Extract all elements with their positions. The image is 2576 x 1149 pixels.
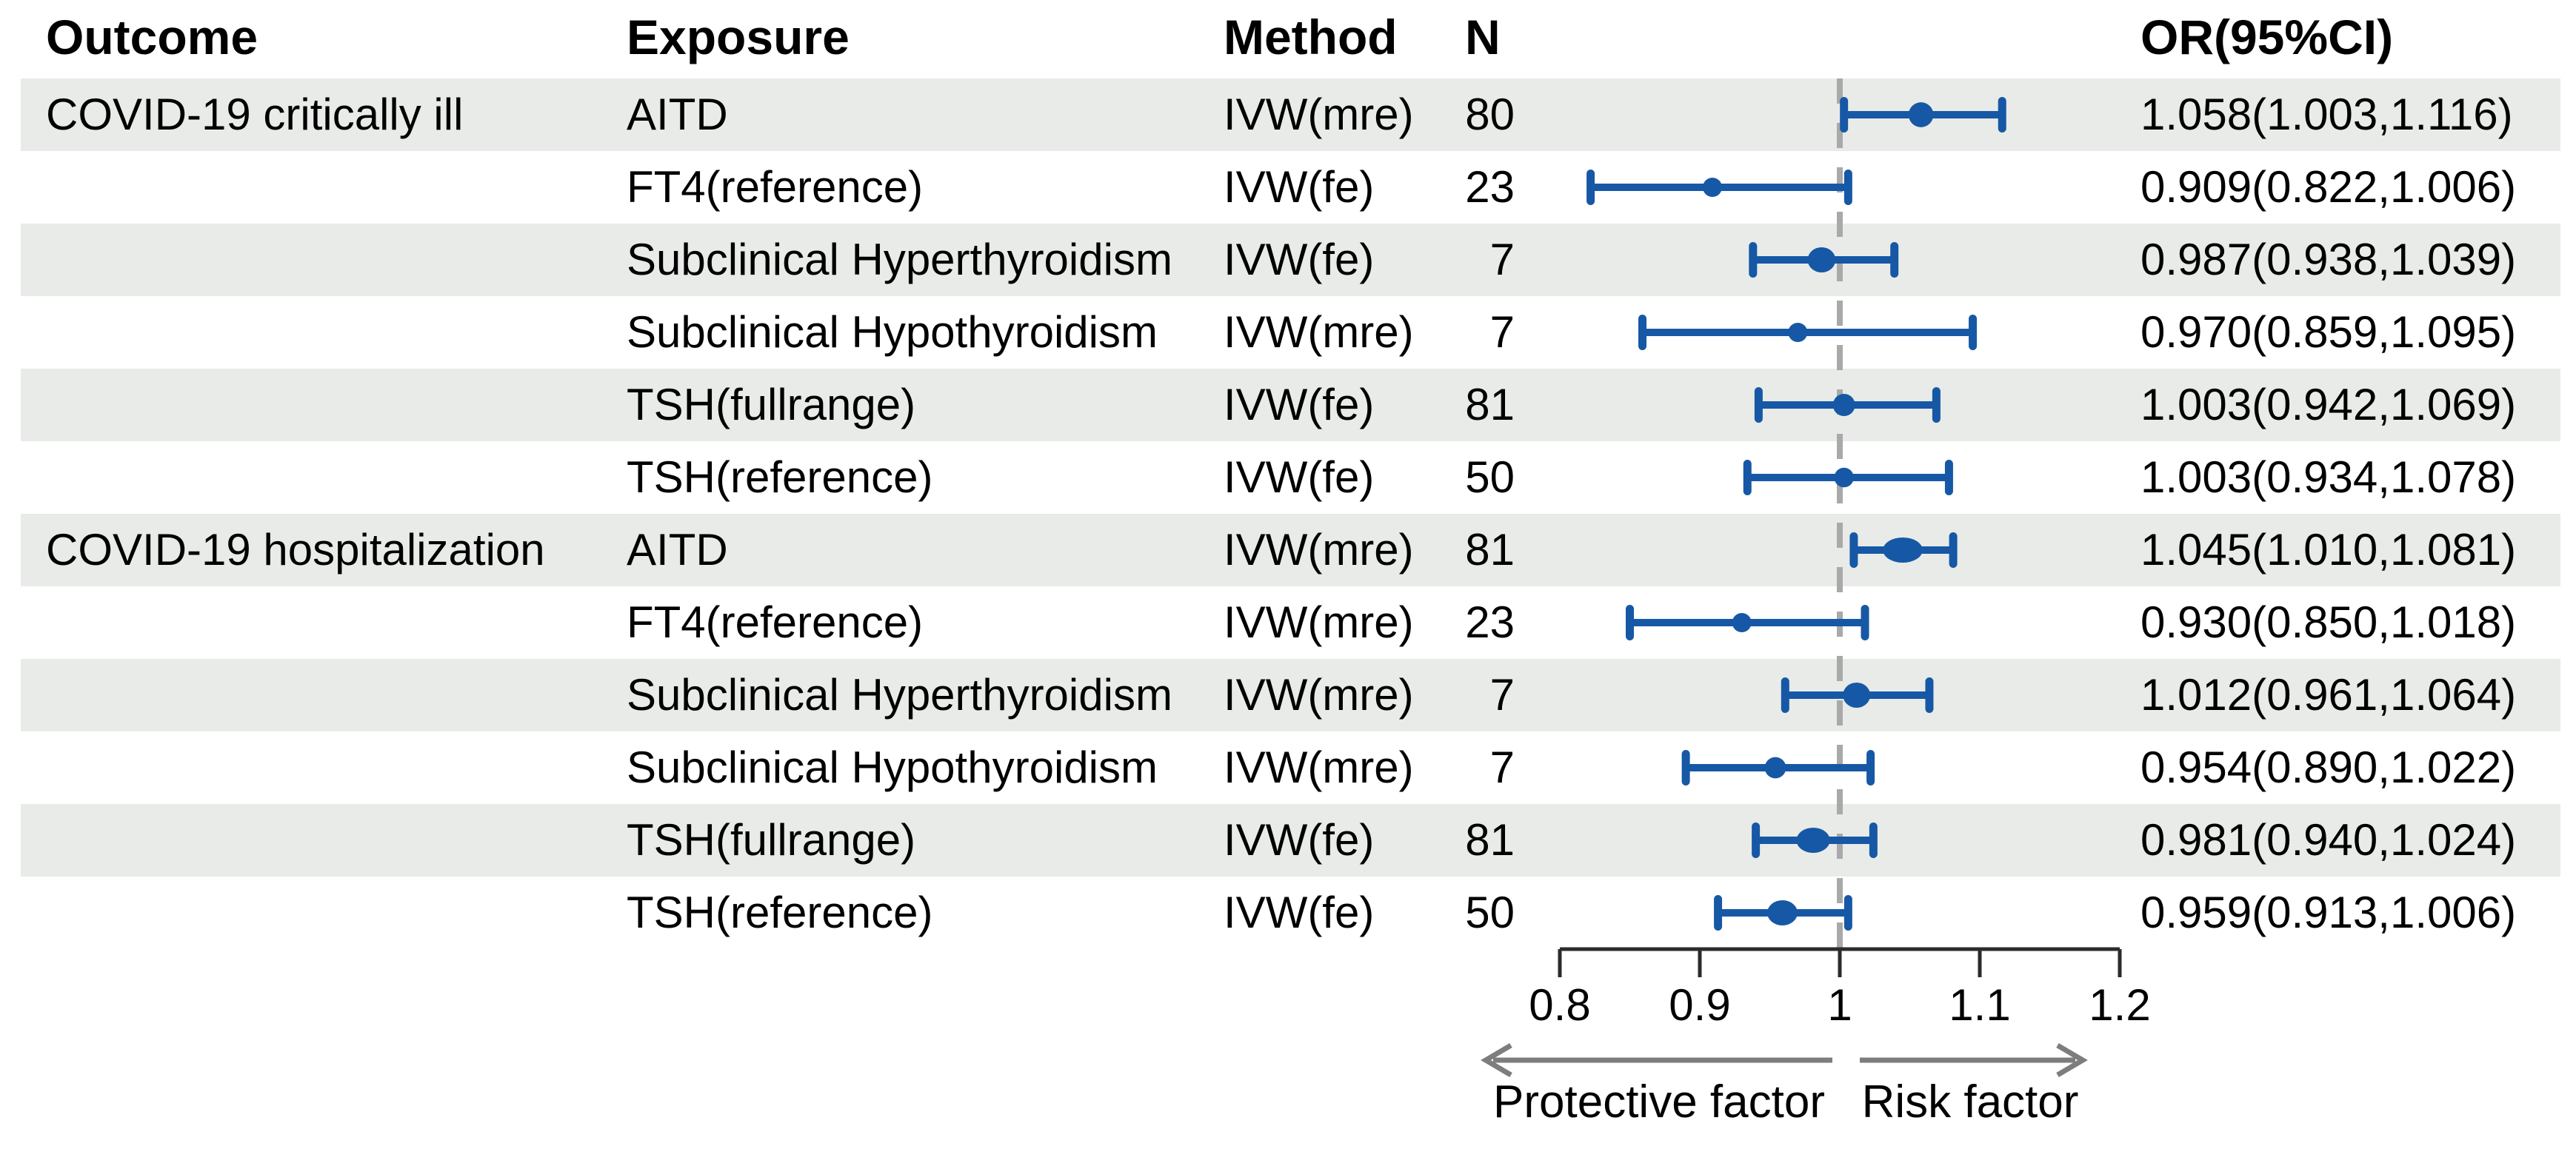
exposure-cell: Subclinical Hypothyroidism <box>627 743 1158 792</box>
or-ci-cell: 0.954(0.890,1.022) <box>2140 743 2517 792</box>
row-band <box>21 369 2560 441</box>
exposure-cell: TSH(reference) <box>627 452 933 502</box>
method-cell: IVW(fe) <box>1224 452 1375 502</box>
axis-tick-label: 1.1 <box>1949 980 2011 1030</box>
point-estimate-marker <box>1788 323 1808 342</box>
column-header-or-ci: OR(95%CI) <box>2140 10 2394 64</box>
method-cell: IVW(fe) <box>1224 888 1375 937</box>
x-axis <box>1558 947 2122 977</box>
point-estimate-marker <box>1767 900 1798 925</box>
outcome-cell: COVID-19 critically ill <box>46 90 464 139</box>
column-header-method: Method <box>1224 10 1398 64</box>
n-cell: 80 <box>1465 90 1515 139</box>
or-ci-cell: 1.003(0.942,1.069) <box>2140 380 2517 429</box>
or-ci-cell: 1.058(1.003,1.116) <box>2140 90 2513 139</box>
method-cell: IVW(mre) <box>1224 525 1414 574</box>
method-cell: IVW(mre) <box>1224 307 1414 357</box>
exposure-cell: FT4(reference) <box>627 162 924 212</box>
row-band <box>21 659 2560 731</box>
exposure-cell: Subclinical Hypothyroidism <box>627 307 1158 357</box>
exposure-cell: AITD <box>627 525 728 574</box>
method-cell: IVW(mre) <box>1224 670 1414 720</box>
n-cell: 81 <box>1465 815 1515 865</box>
outcome-cell: COVID-19 hospitalization <box>46 525 545 574</box>
point-estimate-marker <box>1843 683 1871 708</box>
or-ci-cell: 1.003(0.934,1.078) <box>2140 452 2517 502</box>
or-ci-cell: 0.970(0.859,1.095) <box>2140 307 2517 357</box>
point-estimate-marker <box>1703 178 1723 197</box>
exposure-cell: Subclinical Hyperthyroidism <box>627 670 1172 720</box>
axis-tick-label: 1.2 <box>2089 980 2151 1030</box>
method-cell: IVW(fe) <box>1224 815 1375 865</box>
row-band <box>21 804 2560 877</box>
exposure-cell: TSH(reference) <box>627 888 933 937</box>
or-ci-cell: 0.981(0.940,1.024) <box>2140 815 2517 865</box>
left-arrow-icon <box>1481 1042 1512 1078</box>
method-cell: IVW(mre) <box>1224 743 1414 792</box>
n-cell: 7 <box>1489 235 1515 284</box>
point-estimate-marker <box>1832 394 1855 416</box>
column-header-n: N <box>1465 10 1501 64</box>
exposure-cell: FT4(reference) <box>627 597 924 647</box>
point-estimate-marker <box>1764 757 1786 779</box>
method-cell: IVW(fe) <box>1224 380 1375 429</box>
exposure-cell: AITD <box>627 90 728 139</box>
right-arrow-icon <box>2056 1042 2088 1078</box>
n-cell: 50 <box>1465 888 1515 937</box>
method-cell: IVW(mre) <box>1224 597 1414 647</box>
or-ci-cell: 0.930(0.850,1.018) <box>2140 597 2517 647</box>
or-ci-cell: 1.012(0.961,1.064) <box>2140 670 2517 720</box>
method-cell: IVW(fe) <box>1224 162 1375 212</box>
point-estimate-marker <box>1807 247 1836 272</box>
point-estimate-marker <box>1883 537 1923 563</box>
or-ci-cell: 0.959(0.913,1.006) <box>2140 888 2517 937</box>
row-band <box>21 224 2560 296</box>
exposure-cell: TSH(fullrange) <box>627 815 916 865</box>
point-estimate-marker <box>1834 467 1854 488</box>
column-header-exposure: Exposure <box>627 10 850 64</box>
or-ci-cell: 0.987(0.938,1.039) <box>2140 235 2517 284</box>
point-estimate-marker <box>1732 613 1752 632</box>
or-ci-cell: 1.045(1.010,1.081) <box>2140 525 2517 574</box>
point-estimate-marker <box>1908 102 1934 127</box>
or-ci-cell: 0.909(0.822,1.006) <box>2140 162 2517 212</box>
method-cell: IVW(fe) <box>1224 235 1375 284</box>
n-cell: 7 <box>1489 743 1515 792</box>
n-cell: 81 <box>1465 380 1515 429</box>
axis-tick-label: 0.8 <box>1529 980 1591 1030</box>
point-estimate-marker <box>1796 828 1830 853</box>
method-cell: IVW(mre) <box>1224 90 1414 139</box>
n-cell: 7 <box>1489 670 1515 720</box>
axis-tick-label: 1 <box>1827 980 1852 1030</box>
row-band <box>21 514 2560 586</box>
exposure-cell: Subclinical Hyperthyroidism <box>627 235 1172 284</box>
n-cell: 23 <box>1465 162 1515 212</box>
risk-factor-label: Risk factor <box>1861 1076 2079 1128</box>
row-band <box>21 78 2560 151</box>
n-cell: 81 <box>1465 525 1515 574</box>
protective-factor-label: Protective factor <box>1493 1076 1825 1128</box>
column-header-outcome: Outcome <box>46 10 258 64</box>
axis-tick-label: 0.9 <box>1669 980 1731 1030</box>
n-cell: 23 <box>1465 597 1515 647</box>
n-cell: 50 <box>1465 452 1515 502</box>
n-cell: 7 <box>1489 307 1515 357</box>
exposure-cell: TSH(fullrange) <box>627 380 916 429</box>
